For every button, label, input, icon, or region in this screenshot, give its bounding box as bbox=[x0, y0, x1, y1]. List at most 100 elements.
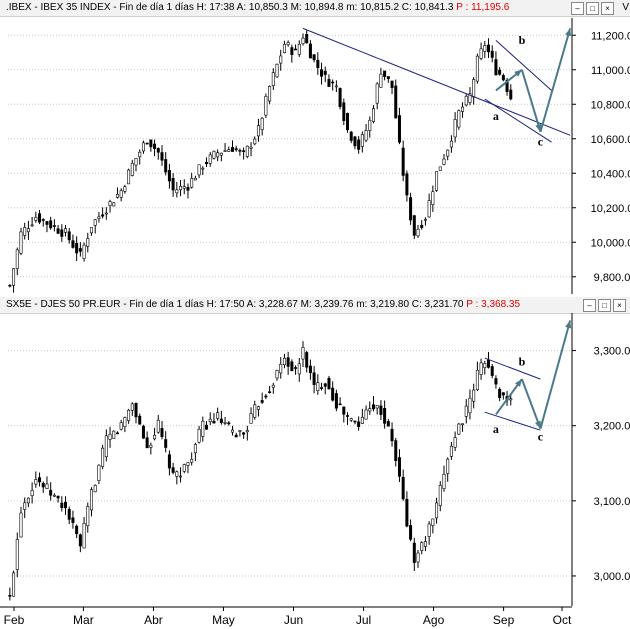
ibex-ytick-label: 11,000.0 bbox=[591, 65, 630, 77]
sx5e-candle-body bbox=[130, 403, 134, 411]
ibex-candle-body bbox=[427, 200, 431, 218]
ibex-candle-body bbox=[509, 89, 513, 100]
top-panel-window-buttons: – □ × bbox=[569, 2, 614, 18]
sx5e-candle-body bbox=[19, 512, 23, 538]
ibex-ytick-label: 10,800.0 bbox=[591, 99, 630, 111]
ibex-candle-body bbox=[112, 202, 116, 207]
ibex-candle-body bbox=[479, 48, 483, 59]
sx5e-projection-segment bbox=[520, 378, 542, 430]
bottom-panel-title: SX5E - DJES 50 PR.EUR - Fin de día 1 día… bbox=[6, 299, 521, 310]
sx5e-candle-body bbox=[138, 415, 142, 425]
ibex-candle-body bbox=[505, 79, 509, 92]
sx5e-candle-body bbox=[449, 445, 453, 457]
sx5e-candle-body bbox=[331, 387, 335, 401]
sx5e-projection-segment bbox=[539, 320, 572, 429]
sx5e-candle-body bbox=[464, 405, 468, 417]
sx5e-candle-body bbox=[30, 490, 34, 497]
sx5e-candle-body bbox=[86, 506, 90, 527]
ibex-candle-body bbox=[234, 148, 238, 151]
ibex-candle-body bbox=[275, 63, 279, 78]
ibex-candle-body bbox=[86, 238, 90, 247]
ibex-candle-body bbox=[193, 177, 197, 181]
ibex-candle-body bbox=[301, 37, 305, 45]
sx5e-wave-label-b: b bbox=[519, 355, 526, 369]
ibex-candle-body bbox=[138, 151, 142, 158]
sx5e-candle-body bbox=[264, 395, 268, 398]
sx5e-candle-body bbox=[353, 420, 357, 423]
ibex-ytick-label: 9,800.0 bbox=[594, 272, 630, 284]
sx5e-candle-body bbox=[249, 413, 253, 424]
ibex-candle-body bbox=[64, 228, 68, 233]
ibex-candle-body bbox=[12, 268, 16, 286]
ibex-candle-body bbox=[156, 148, 160, 153]
ibex-candle-body bbox=[446, 149, 450, 157]
ibex-candle-body bbox=[164, 159, 168, 173]
ibex-candle-body bbox=[353, 136, 357, 147]
top-panel-title: .IBEX - IBEX 35 INDEX - Fin de día 1 día… bbox=[6, 2, 510, 13]
sx5e-candle-body bbox=[431, 518, 435, 526]
sx5e-candle-body bbox=[282, 357, 286, 366]
minimize-icon[interactable]: – bbox=[583, 299, 596, 312]
sx5e-candle-body bbox=[234, 434, 238, 438]
ibex-candle-body bbox=[475, 55, 479, 82]
sx5e-candle-body bbox=[219, 418, 223, 423]
ibex-trendline bbox=[484, 98, 552, 143]
sx5e-candle-body bbox=[205, 424, 209, 430]
sx5e-candle-body bbox=[483, 363, 487, 368]
sx5e-candle-body bbox=[112, 430, 116, 439]
sx5e-candle-body bbox=[71, 517, 75, 523]
ibex-candle-body bbox=[130, 162, 134, 176]
minimize-icon[interactable]: – bbox=[571, 2, 584, 15]
sx5e-candle-body bbox=[179, 475, 183, 478]
ibex-projection-arrowhead bbox=[514, 69, 522, 77]
sx5e-candle-body bbox=[338, 403, 342, 406]
sx5e-candle-body bbox=[127, 409, 131, 422]
close-icon[interactable]: × bbox=[601, 2, 614, 15]
ibex-candle-body bbox=[260, 117, 264, 130]
sx5e-candle-body bbox=[401, 476, 405, 500]
ibex-candle-body bbox=[212, 150, 216, 159]
maximize-icon[interactable]: □ bbox=[586, 2, 599, 15]
sx5e-candle-body bbox=[93, 485, 97, 493]
ibex-candle-body bbox=[331, 81, 335, 84]
ibex-candle-body bbox=[223, 150, 227, 152]
sx5e-projection-arrowhead bbox=[534, 420, 541, 429]
sx5e-candle-body bbox=[115, 432, 119, 435]
bottom-panel-header: SX5E - DJES 50 PR.EUR - Fin de día 1 día… bbox=[0, 297, 630, 314]
sx5e-candle-body bbox=[360, 416, 364, 424]
sx5e-candle-body bbox=[141, 425, 145, 439]
sx5e-candle-body bbox=[256, 406, 260, 410]
ibex-candle-body bbox=[320, 69, 324, 77]
ibex-candle-body bbox=[442, 158, 446, 165]
sx5e-candle-body bbox=[375, 405, 379, 409]
ibex-trendline bbox=[495, 40, 552, 91]
ibex-candle-body bbox=[26, 228, 30, 233]
top-projection-value: P : 11,195.6 bbox=[456, 2, 510, 13]
ibex-candle-body bbox=[409, 197, 413, 221]
ibex-candle-body bbox=[227, 149, 231, 152]
maximize-icon[interactable]: □ bbox=[598, 299, 611, 312]
sx5e-candle-body bbox=[78, 534, 82, 547]
ibex-candle-body bbox=[41, 219, 45, 221]
sx5e-candle-body bbox=[412, 542, 416, 563]
sx5e-candle-body bbox=[320, 387, 324, 389]
ibex-candle-body bbox=[346, 113, 350, 131]
close-icon[interactable]: × bbox=[613, 299, 626, 312]
sx5e-candle-body bbox=[208, 418, 212, 423]
sx5e-candle-body bbox=[371, 404, 375, 410]
sx5e-candle-body bbox=[227, 422, 231, 425]
sx5e-xtick-label: Sep bbox=[493, 613, 515, 627]
bottom-projection-value: P : 3,368.35 bbox=[466, 299, 521, 310]
sx5e-ytick-label: 3,100.0 bbox=[594, 496, 630, 508]
sx5e-xtick-label: May bbox=[212, 613, 235, 627]
ibex-ytick-label: 10,600.0 bbox=[591, 134, 630, 146]
ibex-candle-body bbox=[253, 138, 257, 145]
ibex-candle-body bbox=[141, 142, 145, 152]
ibex-projection-segment bbox=[520, 69, 542, 133]
sx5e-candle-body bbox=[457, 423, 461, 435]
ibex-ytick-label: 10,200.0 bbox=[591, 203, 630, 215]
sx5e-candle-body bbox=[190, 458, 194, 463]
sx5e-candle-body bbox=[197, 428, 201, 443]
ibex-candle-body bbox=[453, 119, 457, 138]
